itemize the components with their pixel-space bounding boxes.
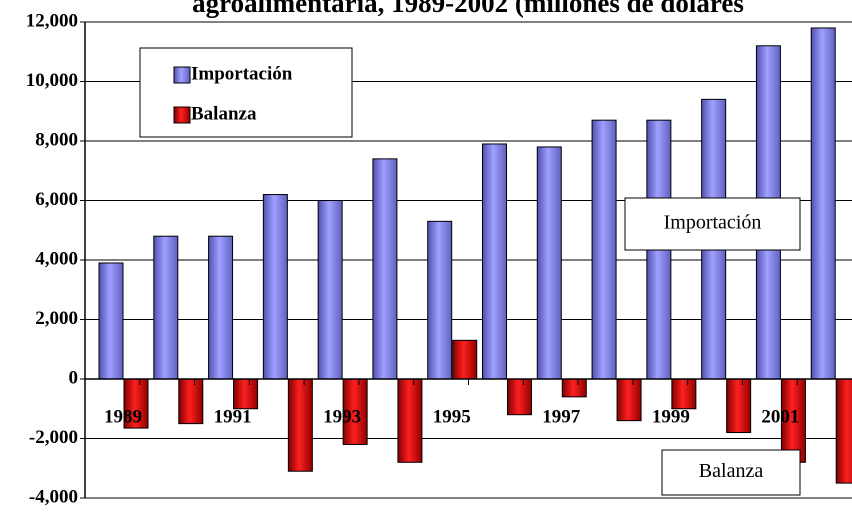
x-tick-label: 2001 (761, 406, 799, 427)
legend: Importación Balanza (139, 47, 353, 138)
bar (233, 378, 259, 410)
bar (153, 235, 179, 380)
y-tick-label: 6,000 (35, 189, 78, 210)
x-tick-label: 1995 (433, 406, 471, 427)
bar (123, 378, 149, 429)
bar (591, 119, 617, 380)
bar (726, 378, 752, 434)
annotation: Importación (664, 212, 762, 234)
bar (98, 262, 124, 380)
x-tick-label: 1993 (323, 406, 361, 427)
bar (208, 235, 234, 380)
legend-label: Balanza (191, 103, 257, 124)
x-tick-label: 1989 (104, 406, 142, 427)
bar (342, 378, 368, 445)
legend-label: Importación (191, 63, 293, 84)
annotation-box (661, 449, 801, 496)
x-tick-label: 1991 (214, 406, 252, 427)
bar (372, 158, 398, 380)
y-tick-label: 4,000 (35, 248, 78, 269)
y-tick-label: 2,000 (35, 308, 78, 329)
bar (671, 378, 697, 410)
y-tick-label: 10,000 (26, 70, 78, 91)
y-tick-label: 12,000 (26, 10, 78, 31)
bar (482, 143, 507, 380)
chart-title: agroalimentaria, 1989-2002 (millones de … (192, 0, 744, 18)
bar (561, 378, 587, 398)
y-tick-label: -4,000 (29, 486, 78, 507)
y-tick-label: 8,000 (35, 129, 78, 150)
y-tick-label: 0 (69, 367, 79, 388)
bar (317, 200, 343, 380)
legend-swatch (173, 66, 191, 84)
annotation-box (624, 197, 801, 251)
bar (262, 194, 288, 380)
bar (287, 378, 313, 472)
bar (452, 339, 478, 380)
bar (427, 220, 453, 380)
bar (810, 27, 836, 380)
bar (536, 146, 562, 380)
bar (835, 378, 852, 484)
annotation: Balanza (699, 460, 764, 482)
bar (178, 378, 204, 425)
bar (616, 378, 642, 422)
legend-swatch (173, 106, 191, 124)
y-tick-label: -2,000 (29, 427, 78, 448)
bar (397, 378, 423, 463)
x-tick-label: 1997 (542, 406, 581, 427)
bar (507, 378, 532, 416)
x-tick-label: 1999 (652, 406, 690, 427)
